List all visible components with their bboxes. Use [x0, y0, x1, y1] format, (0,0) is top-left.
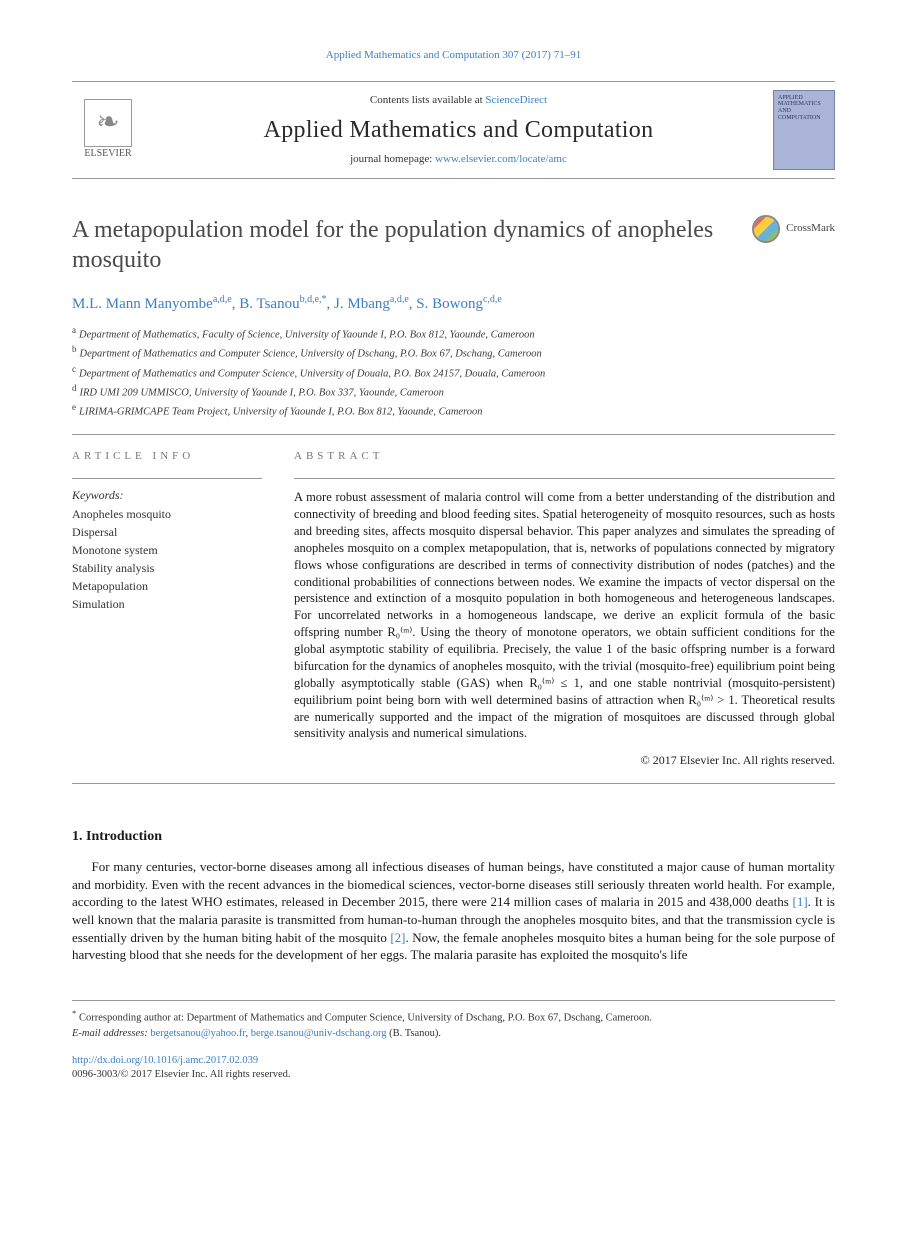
contents-line: Contents lists available at ScienceDirec…	[156, 93, 761, 108]
affiliation: eLIRIMA-GRIMCAPE Team Project, Universit…	[72, 401, 835, 420]
keywords-list: Anopheles mosquitoDispersalMonotone syst…	[72, 505, 262, 613]
author-affil-marks: a,d,e	[390, 294, 409, 305]
divider	[72, 434, 835, 435]
elsevier-label: ELSEVIER	[84, 147, 131, 161]
author-list: M.L. Mann Manyombea,d,e, B. Tsanoub,d,e,…	[72, 293, 835, 314]
header-middle: Contents lists available at ScienceDirec…	[156, 90, 761, 170]
keywords-heading: Keywords:	[72, 487, 262, 503]
article-head: A metapopulation model for the populatio…	[72, 215, 835, 275]
info-abstract-row: ARTICLE INFO Keywords: Anopheles mosquit…	[72, 449, 835, 768]
crossmark-badge[interactable]: CrossMark	[752, 215, 835, 243]
abstract-text: A more robust assessment of malaria cont…	[294, 478, 835, 742]
doi-link[interactable]: http://dx.doi.org/10.1016/j.amc.2017.02.…	[72, 1055, 258, 1066]
author-affil-marks: b,d,e,*	[300, 294, 327, 305]
article-info-col: ARTICLE INFO Keywords: Anopheles mosquit…	[72, 449, 262, 768]
abstract-col: ABSTRACT A more robust assessment of mal…	[294, 449, 835, 768]
keyword-item: Simulation	[72, 595, 262, 613]
keyword-item: Dispersal	[72, 523, 262, 541]
email-line: E-mail addresses: bergetsanou@yahoo.fr, …	[72, 1026, 835, 1042]
running-head: Applied Mathematics and Computation 307 …	[72, 48, 835, 63]
elsevier-logo: ❧ ELSEVIER	[72, 90, 144, 170]
author-affil-marks: a,d,e	[213, 294, 232, 305]
elsevier-tree-icon: ❧	[84, 99, 132, 147]
email-link[interactable]: berge.tsanou@univ-dschang.org	[251, 1028, 387, 1039]
keyword-item: Stability analysis	[72, 559, 262, 577]
author-affil-marks: c,d,e	[483, 294, 502, 305]
keyword-item: Monotone system	[72, 541, 262, 559]
affiliation: aDepartment of Mathematics, Faculty of S…	[72, 324, 835, 343]
email-author-of: (B. Tsanou).	[389, 1028, 441, 1039]
corresponding-author-note: * Corresponding author at: Department of…	[72, 1007, 835, 1026]
affiliation: dIRD UMI 209 UMMISCO, University of Yaou…	[72, 382, 835, 401]
email-label: E-mail addresses:	[72, 1028, 148, 1039]
homepage-line: journal homepage: www.elsevier.com/locat…	[156, 152, 761, 167]
affiliation: bDepartment of Mathematics and Computer …	[72, 343, 835, 362]
homepage-prefix: journal homepage:	[350, 153, 435, 165]
ref-link-1[interactable]: [1]	[792, 894, 807, 909]
asterisk-icon: *	[72, 1008, 76, 1018]
journal-title: Applied Mathematics and Computation	[156, 114, 761, 146]
intro-paragraph: For many centuries, vector-borne disease…	[72, 858, 835, 963]
page-root: Applied Mathematics and Computation 307 …	[0, 0, 907, 1122]
homepage-link[interactable]: www.elsevier.com/locate/amc	[435, 153, 567, 165]
affiliation: cDepartment of Mathematics and Computer …	[72, 363, 835, 382]
article-info-label: ARTICLE INFO	[72, 449, 262, 464]
abstract-label: ABSTRACT	[294, 449, 835, 464]
keywords-block: Keywords: Anopheles mosquitoDispersalMon…	[72, 478, 262, 613]
ref-link-2[interactable]: [2]	[390, 930, 405, 945]
journal-header: ❧ ELSEVIER Contents lists available at S…	[72, 81, 835, 179]
journal-cover-thumb: APPLIED MATHEMATICS AND COMPUTATION	[773, 90, 835, 170]
article-title: A metapopulation model for the populatio…	[72, 215, 732, 275]
corresponding-text: Corresponding author at: Department of M…	[79, 1012, 652, 1023]
issn-copyright: 0096-3003/© 2017 Elsevier Inc. All right…	[72, 1069, 291, 1080]
keyword-item: Anopheles mosquito	[72, 505, 262, 523]
author-name: J. Mbang	[334, 296, 390, 312]
contents-prefix: Contents lists available at	[370, 94, 485, 106]
author-name: B. Tsanou	[239, 296, 299, 312]
crossmark-icon	[752, 215, 780, 243]
section-1-heading: 1. Introduction	[72, 828, 835, 847]
affiliation-list: aDepartment of Mathematics, Faculty of S…	[72, 324, 835, 420]
divider	[72, 783, 835, 784]
abstract-copyright: © 2017 Elsevier Inc. All rights reserved…	[294, 752, 835, 768]
author-name: M.L. Mann Manyombe	[72, 296, 213, 312]
crossmark-label: CrossMark	[786, 221, 835, 236]
doi-block: http://dx.doi.org/10.1016/j.amc.2017.02.…	[72, 1054, 835, 1082]
sciencedirect-link[interactable]: ScienceDirect	[485, 94, 547, 106]
email-link[interactable]: bergetsanou@yahoo.fr	[150, 1028, 245, 1039]
author-name: S. Bowong	[416, 296, 483, 312]
keyword-item: Metapopulation	[72, 577, 262, 595]
footnotes: * Corresponding author at: Department of…	[72, 1000, 835, 1042]
